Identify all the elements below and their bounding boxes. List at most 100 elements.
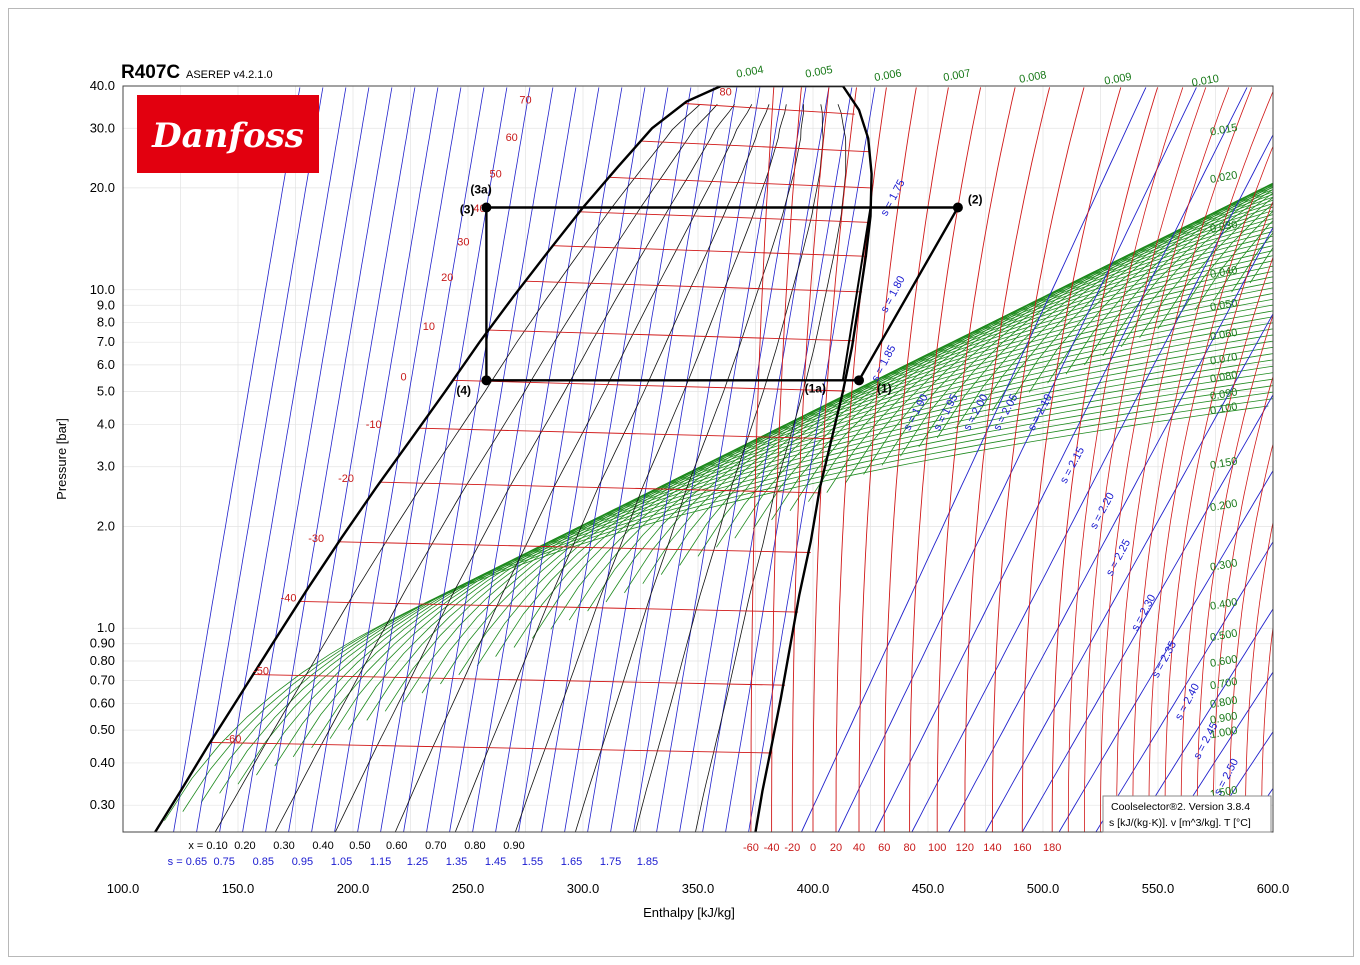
cycle-point-label: (1) [877,381,892,395]
isochore-line [936,189,1273,439]
isotherm-line [525,280,863,293]
isentrope-line [564,87,692,832]
isotherm-label: -40 [281,592,297,604]
info-box-frame [1102,795,1272,833]
y-tick-label: 0.80 [90,653,115,668]
isotherm-line [1132,90,1273,832]
y-axis-label: Pressure [bar] [54,418,69,500]
quality-line [695,104,847,832]
isotherm-line [299,600,799,613]
quality-label: 0.20 [234,840,255,852]
isotherm-line [1067,87,1184,832]
x-tick-label: 250.0 [452,881,485,896]
cycle-point-label: (2) [968,193,983,207]
chart-header: R407C ASEREP v4.2.1.0 [121,62,273,83]
entropy-line-label: s = 2.20 [1088,491,1117,531]
temperature-bottom-label: 0 [810,842,816,854]
temperature-bottom-label: 100 [928,842,946,854]
isochore-line [624,255,1273,594]
isochore-line [863,199,1273,475]
volume-label: 0.080 [1209,369,1238,386]
isentrope-line [1169,671,1273,832]
volume-label: 0.070 [1209,351,1238,368]
entropy-bottom-label: 1.75 [600,856,621,868]
isotherm-line [812,87,857,832]
isotherm-label: -60 [225,733,241,745]
quality-label: 0.60 [386,840,407,852]
entropy-bottom-label: 1.65 [561,856,582,868]
entropy-bottom-label: 1.35 [446,856,467,868]
isotherm-line [1084,87,1207,832]
isotherm-label: 80 [719,86,731,98]
isentrope-line [1095,541,1273,832]
y-tick-label: 20.0 [90,180,115,195]
y-tick-label: 2.0 [97,518,115,533]
quality-label: 0.40 [312,840,333,852]
y-tick-label: 0.50 [90,722,115,737]
volume-label: 0.040 [1209,264,1238,281]
isentrope-line [380,87,508,832]
isochore-line [182,398,1273,812]
x-tick-label: 150.0 [222,881,255,896]
isotherm-line [1180,255,1273,832]
info-line-2: s [kJ/(kg·K)]. v [m^3/kg]. T [°C] [1109,817,1251,829]
entropy-line-label: s = 1.90 [902,392,931,432]
danfoss-logo: Danfoss [137,95,319,173]
volume-label: 0.400 [1209,596,1238,613]
quality-label: x = 0.10 [188,840,227,852]
isochore-line [550,276,1273,630]
isotherm-label: -50 [253,665,269,677]
y-tick-label: 7.0 [97,334,115,349]
isochore-line [568,270,1273,621]
isentrope-line [426,87,554,832]
volume-label: 0.030 [1209,219,1238,236]
isentrope-line [633,87,761,832]
isotherm-line [1245,520,1273,832]
cycle-point-marker [952,202,963,213]
cycle-point-label: (1a) [805,381,826,395]
temperature-bottom-label: -40 [764,842,780,854]
isochore-line [476,298,1273,667]
isochore-line [274,365,1273,767]
volume-label: 0.600 [1209,653,1238,670]
temperature-bottom-label: 160 [1013,842,1031,854]
volume-label: 0.008 [1018,69,1047,86]
x-tick-label: 100.0 [107,881,140,896]
isotherm-line [640,140,869,153]
y-tick-label: 40.0 [90,78,115,93]
isochore-line [752,222,1273,530]
isotherm-label: 60 [506,132,518,144]
cycle-point-marker [481,202,492,213]
isochore-line [587,265,1273,612]
isochore-line [955,187,1273,430]
property-curves [154,86,1273,832]
isotherm-line [883,87,949,832]
y-tick-label: 0.70 [90,673,115,688]
entropy-bottom-label: 0.75 [213,856,234,868]
cycle-point-label: (4) [456,383,471,397]
x-tick-label: 400.0 [797,881,830,896]
refrigerant-title: R407C [121,62,180,83]
isotherm-line [1148,145,1273,832]
isentrope-line [357,87,485,832]
entropy-line-label: s = 1.80 [879,274,908,314]
isochore-line [256,372,1273,776]
isentrope-line [288,87,416,832]
isotherm-label: 20 [441,272,453,284]
temperature-bottom-label: 180 [1043,842,1061,854]
entropy-bottom-label: 0.85 [253,856,274,868]
entropy-line-label: s = 2.30 [1129,593,1158,633]
entropy-line-label: s = 2.25 [1104,537,1133,577]
volume-label: 0.006 [873,67,902,84]
isochore-line [826,206,1273,493]
y-tick-label: 3.0 [97,459,115,474]
entropy-bottom-label: 1.15 [370,856,391,868]
quality-line [394,104,753,832]
ph-diagram: R407C ASEREP v4.2.1.0 Danfoss x = 0.10 0.… [54,62,1289,920]
volume-label: 0.060 [1209,327,1238,344]
volume-label: 0.200 [1209,498,1238,515]
isentrope-line [403,87,531,832]
volume-label: 0.700 [1209,676,1238,693]
chart-frame: R407C ASEREP v4.2.1.0 Danfoss x = 0.10 0.… [8,8,1354,957]
volume-label: 0.100 [1209,401,1238,418]
